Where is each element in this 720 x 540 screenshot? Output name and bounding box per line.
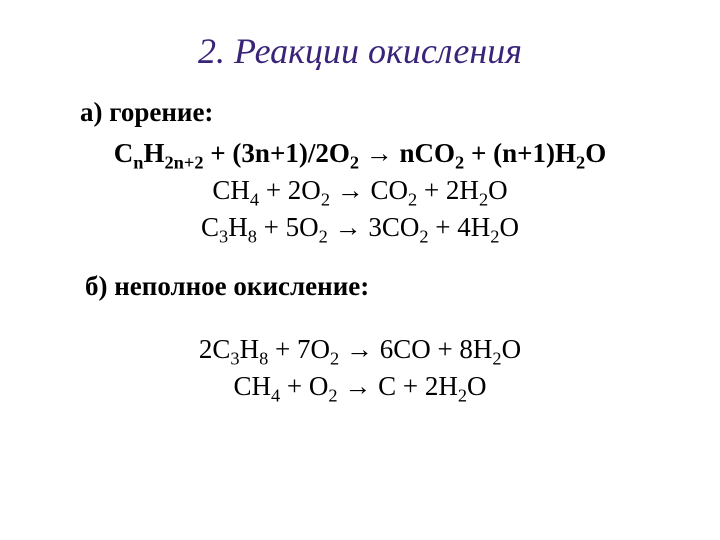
- slide: 2. Реакции окисления а) горение: СnH2n+2…: [0, 0, 720, 540]
- slide-title: 2. Реакции окисления: [0, 30, 720, 72]
- equation-b2: СH4 + O2 → C + 2H2O: [0, 371, 720, 402]
- eq-text: + 7O: [268, 334, 330, 364]
- eq-sub: 2: [408, 189, 417, 209]
- eq-text: O: [502, 334, 522, 364]
- eq-text: + (n+1)H: [464, 138, 576, 168]
- eq-sub: 3: [230, 348, 239, 368]
- eq-text: + 2O: [259, 175, 321, 205]
- eq-sub: 2: [576, 152, 585, 172]
- eq-text: → nCO: [359, 138, 455, 168]
- eq-sub: 2: [319, 226, 328, 246]
- eq-sub: 2: [321, 189, 330, 209]
- eq-sub: n: [133, 152, 143, 172]
- eq-text: O: [585, 138, 606, 168]
- eq-text: → 3CO: [328, 212, 420, 242]
- eq-text: + (3n+1)/2O: [204, 138, 350, 168]
- eq-text: + O: [280, 371, 328, 401]
- eq-text: H: [240, 334, 260, 364]
- section-a-heading: а) горение:: [80, 97, 720, 128]
- eq-text: С: [201, 212, 219, 242]
- eq-sub: 3: [219, 226, 228, 246]
- section-b-heading: б) неполное окисление:: [85, 271, 720, 302]
- equation-a2: С3H8 + 5O2 → 3CO2 + 4H2O: [0, 212, 720, 243]
- eq-sub: 8: [259, 348, 268, 368]
- eq-text: H: [143, 138, 164, 168]
- equation-b1: 2С3H8 + 7O2 → 6CO + 8H2O: [0, 334, 720, 365]
- eq-text: СH: [233, 371, 271, 401]
- eq-sub: 4: [271, 385, 280, 405]
- eq-text: O: [499, 212, 519, 242]
- eq-text: + 2H: [417, 175, 479, 205]
- eq-text: + 5O: [257, 212, 319, 242]
- eq-sub: 2: [492, 348, 501, 368]
- eq-sub: 4: [250, 189, 259, 209]
- eq-sub: 2: [455, 152, 464, 172]
- eq-text: + 4H: [429, 212, 491, 242]
- eq-sub: 2: [330, 348, 339, 368]
- eq-text: → 6CO + 8H: [339, 334, 492, 364]
- eq-sub: 2: [458, 385, 467, 405]
- eq-sub: 2: [479, 189, 488, 209]
- eq-sub: 2n+2: [165, 152, 204, 172]
- eq-sub: 8: [248, 226, 257, 246]
- eq-text: 2С: [199, 334, 231, 364]
- eq-text: → C + 2H: [338, 371, 458, 401]
- eq-text: O: [467, 371, 487, 401]
- eq-text: O: [488, 175, 508, 205]
- eq-sub: 2: [419, 226, 428, 246]
- eq-text: → CO: [330, 175, 408, 205]
- eq-sub: 2: [350, 152, 359, 172]
- eq-text: H: [228, 212, 248, 242]
- eq-text: С: [114, 138, 134, 168]
- eq-sub: 2: [328, 385, 337, 405]
- equation-general: СnH2n+2 + (3n+1)/2O2 → nCO2 + (n+1)H2O: [0, 138, 720, 169]
- eq-text: СH: [212, 175, 250, 205]
- equation-a1: СH4 + 2O2 → CO2 + 2H2O: [0, 175, 720, 206]
